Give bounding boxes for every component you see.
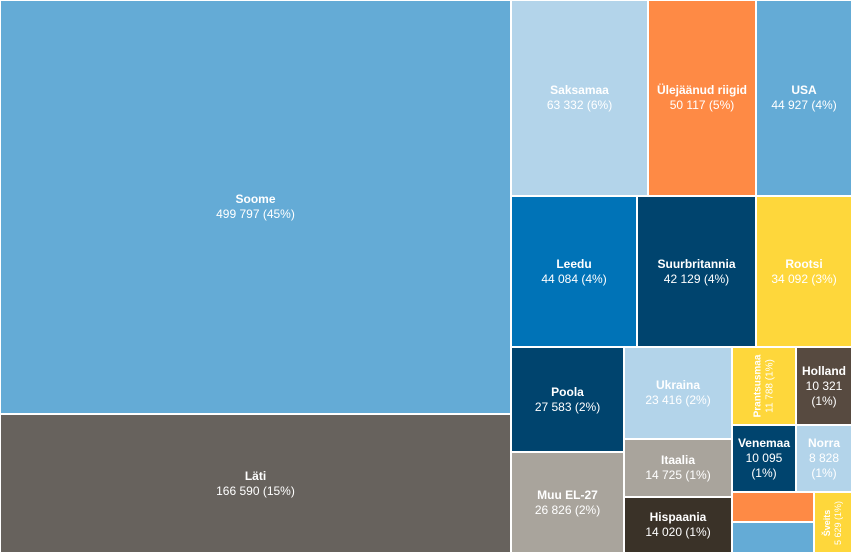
cell-value: 166 590 (15%)	[216, 483, 295, 498]
cell-label: Muu EL-27	[537, 487, 598, 502]
cell-value: 44 927 (4%)	[771, 98, 837, 112]
cell-label: Saksamaa	[550, 83, 609, 97]
cell-label: Šveits	[822, 509, 832, 536]
treemap-cell: Itaalia 14 725 (1%)	[624, 439, 732, 497]
cell-value: 44 084 (4%)	[541, 271, 607, 286]
cell-label: Rootsi	[785, 256, 823, 271]
cell-label: Holland	[802, 363, 846, 378]
cell-value: 23 416 (2%)	[645, 393, 711, 407]
cell-value: 63 332 (6%)	[546, 98, 613, 112]
cell-value: 10 095 (1%)	[745, 451, 783, 480]
treemap-cell: Norra 8 828 (1%)	[796, 425, 852, 492]
treemap-cell: Saksamaa 63 332 (6%)	[511, 0, 648, 196]
treemap-cell	[732, 522, 814, 553]
cell-value: 42 129 (4%)	[663, 271, 730, 286]
cell-value: 27 583 (2%)	[534, 399, 601, 414]
cell-label: Hispaania	[649, 510, 707, 524]
treemap-cell: Soome 499 797 (45%)	[0, 0, 511, 414]
treemap-cell	[732, 492, 814, 522]
cell-value: 14 020 (1%)	[645, 525, 711, 539]
cell-value: 50 117 (5%)	[669, 98, 735, 112]
treemap-cell: Muu EL-27 26 826 (2%)	[511, 452, 624, 553]
cell-label: Itaalia	[660, 453, 696, 467]
cell-label: Ukraina	[655, 378, 701, 392]
cell-label: Leedu	[556, 256, 592, 271]
treemap-cell: Hispaania 14 020 (1%)	[624, 497, 732, 553]
cell-value: 10 321 (1%)	[805, 378, 843, 408]
cell-label: Soome	[235, 192, 276, 206]
cell-value: 26 826 (2%)	[534, 502, 601, 517]
treemap-cell: Poola 27 583 (2%)	[511, 347, 624, 452]
treemap-cell: Venemaa 10 095 (1%)	[732, 425, 796, 492]
cell-label: USA	[791, 83, 817, 97]
treemap-cell: Ukraina 23 416 (2%)	[624, 347, 732, 439]
cell-label: Suurbritannia	[657, 256, 736, 271]
cell-value: 34 092 (3%)	[771, 271, 837, 286]
cell-label: Läti	[244, 468, 267, 483]
cell-label: Norra	[807, 436, 840, 450]
cell-label: Venemaa	[737, 436, 791, 450]
treemap-cell: USA 44 927 (4%)	[756, 0, 852, 196]
cell-value: 8 828 (1%)	[808, 451, 840, 480]
cell-label: Poola	[551, 384, 584, 399]
treemap-cell: Läti 166 590 (15%)	[0, 414, 511, 553]
treemap-cell: Rootsi 34 092 (3%)	[756, 196, 852, 347]
treemap-cell: Suurbritannia 42 129 (4%)	[637, 196, 756, 347]
cell-value: 5 629 (1%)	[833, 500, 843, 545]
treemap-cell: Ülejäänud riigid 50 117 (5%)	[648, 0, 756, 196]
treemap-cell: Holland 10 321 (1%)	[796, 347, 852, 425]
treemap-cell: Prantsusmaa 11 788 (1%)	[732, 347, 796, 425]
cell-label: Prantsusmaa	[752, 354, 763, 418]
cell-value: 11 788 (1%)	[764, 359, 775, 413]
cell-value: 499 797 (45%)	[216, 207, 295, 221]
treemap-cell: Šveits 5 629 (1%)	[814, 492, 852, 553]
cell-value: 14 725 (1%)	[645, 468, 711, 482]
treemap-cell: Leedu 44 084 (4%)	[511, 196, 637, 347]
cell-label: Ülejäänud riigid	[656, 83, 747, 97]
